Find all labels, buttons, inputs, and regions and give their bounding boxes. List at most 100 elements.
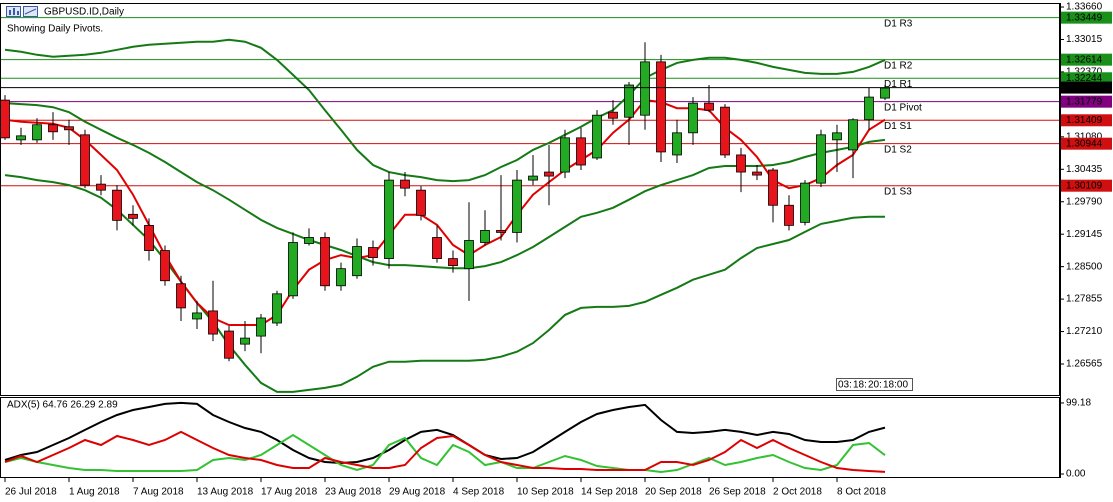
pivot-name: D1 S2 [884,144,912,155]
y-tick-label: 1.32370 [1066,67,1103,78]
price-box [1061,95,1112,108]
y-tick-label: 1.27855 [1066,294,1103,305]
x-tick-label: 20 Sep 2018 [645,487,702,498]
indicator-line [4,401,886,465]
candle-body [240,337,250,345]
candle-body [368,247,378,258]
symbol-icon [6,6,38,17]
x-tick-label: 2 Oct 2018 [773,487,822,498]
y-tick-label: 0.00 [1066,469,1086,480]
candle-body [560,137,570,173]
x-tick-label: 13 Aug 2018 [197,487,254,498]
candle-body [464,240,474,270]
candle-body [48,124,58,133]
candle-body [496,230,506,233]
candle-body [528,175,538,181]
y-tick-label: 1.33015 [1066,34,1103,45]
adx-title: ADX(5) 64.76 26.29 2.89 [7,400,118,411]
candle-body [704,102,714,111]
candle-body [448,258,458,267]
candle-body [416,189,426,216]
y-tick-label: 1.29790 [1066,196,1103,207]
x-tick-label: 17 Aug 2018 [261,487,318,498]
pivot-name: D1 R1 [884,79,913,90]
x-tick-label: 8 Oct 2018 [837,487,886,498]
candle-body [832,132,842,141]
candle-body [576,137,586,166]
price-box-label: 1.33449 [1066,12,1103,23]
candle-body [768,169,778,206]
timer-part: 18: [853,380,867,391]
x-tick-label: 29 Aug 2018 [389,487,446,498]
candle-body [592,114,602,159]
plot-layer: D1 R3 D1 R2 D1 R1 D1 Pivot D1 S1 D1 S2 D1 S3 [0,17,1060,474]
price-box-label: 1.32614 [1066,54,1103,65]
x-tick-label: 1 Aug 2018 [69,487,120,498]
pivot-note: Showing Daily Pivots. [7,24,103,35]
y-tick-label: 99.18 [1066,398,1091,409]
candle-body [864,96,874,121]
candle-body [32,124,42,141]
price-box [1061,137,1112,150]
indicator-line [4,38,886,183]
price-box-label: 1.30944 [1066,138,1103,149]
x-tick-label: 23 Aug 2018 [325,487,382,498]
candle-body [352,246,362,277]
indicator-line [4,430,886,473]
candle-body [224,330,234,359]
pivot-name: D1 Pivot [884,102,922,113]
candle-body [720,106,730,156]
candle-body [480,230,490,243]
timer-box: 03: 18: 20: 18:00 [836,378,913,391]
price-box [1061,179,1112,192]
y-tick-label: 1.31080 [1066,131,1103,142]
candle-body [736,154,746,173]
candle-body [752,171,762,176]
pivot-name: D1 S1 [884,121,912,132]
candle-body [160,250,170,282]
x-tick-label: 4 Sep 2018 [453,487,505,498]
indicator-line [4,433,886,474]
y-tick-label: 1.26565 [1066,359,1103,370]
bid-box [1061,81,1112,94]
candle-body [400,179,410,189]
y-tick-label: 1.27210 [1066,326,1103,337]
candle-body [544,171,554,177]
candle-body [848,119,858,151]
candle-body [304,237,314,244]
timer-frame [836,378,913,391]
candle-body [816,134,826,184]
candle-body [192,312,202,320]
candle-body [656,61,666,153]
candle-body [640,61,650,116]
bid-label: 1.32059 [1066,82,1103,93]
price-box [1061,11,1112,24]
pivot-name: D1 S3 [884,186,912,197]
timer-part: 18:00 [883,380,908,391]
candle-body [880,87,890,99]
candle-body [16,135,26,141]
candle-body [800,182,810,223]
pivot-name: D1 R2 [884,60,913,71]
y-tick-label: 1.33660 [1066,2,1103,13]
candle-body [624,84,634,118]
candle-body [688,102,698,134]
x-tick-label: 7 Aug 2018 [133,487,184,498]
candle-body [128,213,138,219]
pivot-name: D1 R3 [884,18,913,29]
price-box [1061,53,1112,66]
candle-body [64,126,74,131]
price-box-label: 1.32244 [1066,73,1103,84]
candle-body [80,134,90,186]
timer-part: 20: [868,380,882,391]
candle-body [272,293,282,324]
candle-body [0,99,10,139]
x-tick-label: 26 Jul 2018 [5,487,57,498]
adx-panel-frame [0,397,1060,478]
x-tick-label: 10 Sep 2018 [517,487,574,498]
price-box-label: 1.31409 [1066,115,1103,126]
price-box-label: 1.31779 [1066,96,1103,107]
